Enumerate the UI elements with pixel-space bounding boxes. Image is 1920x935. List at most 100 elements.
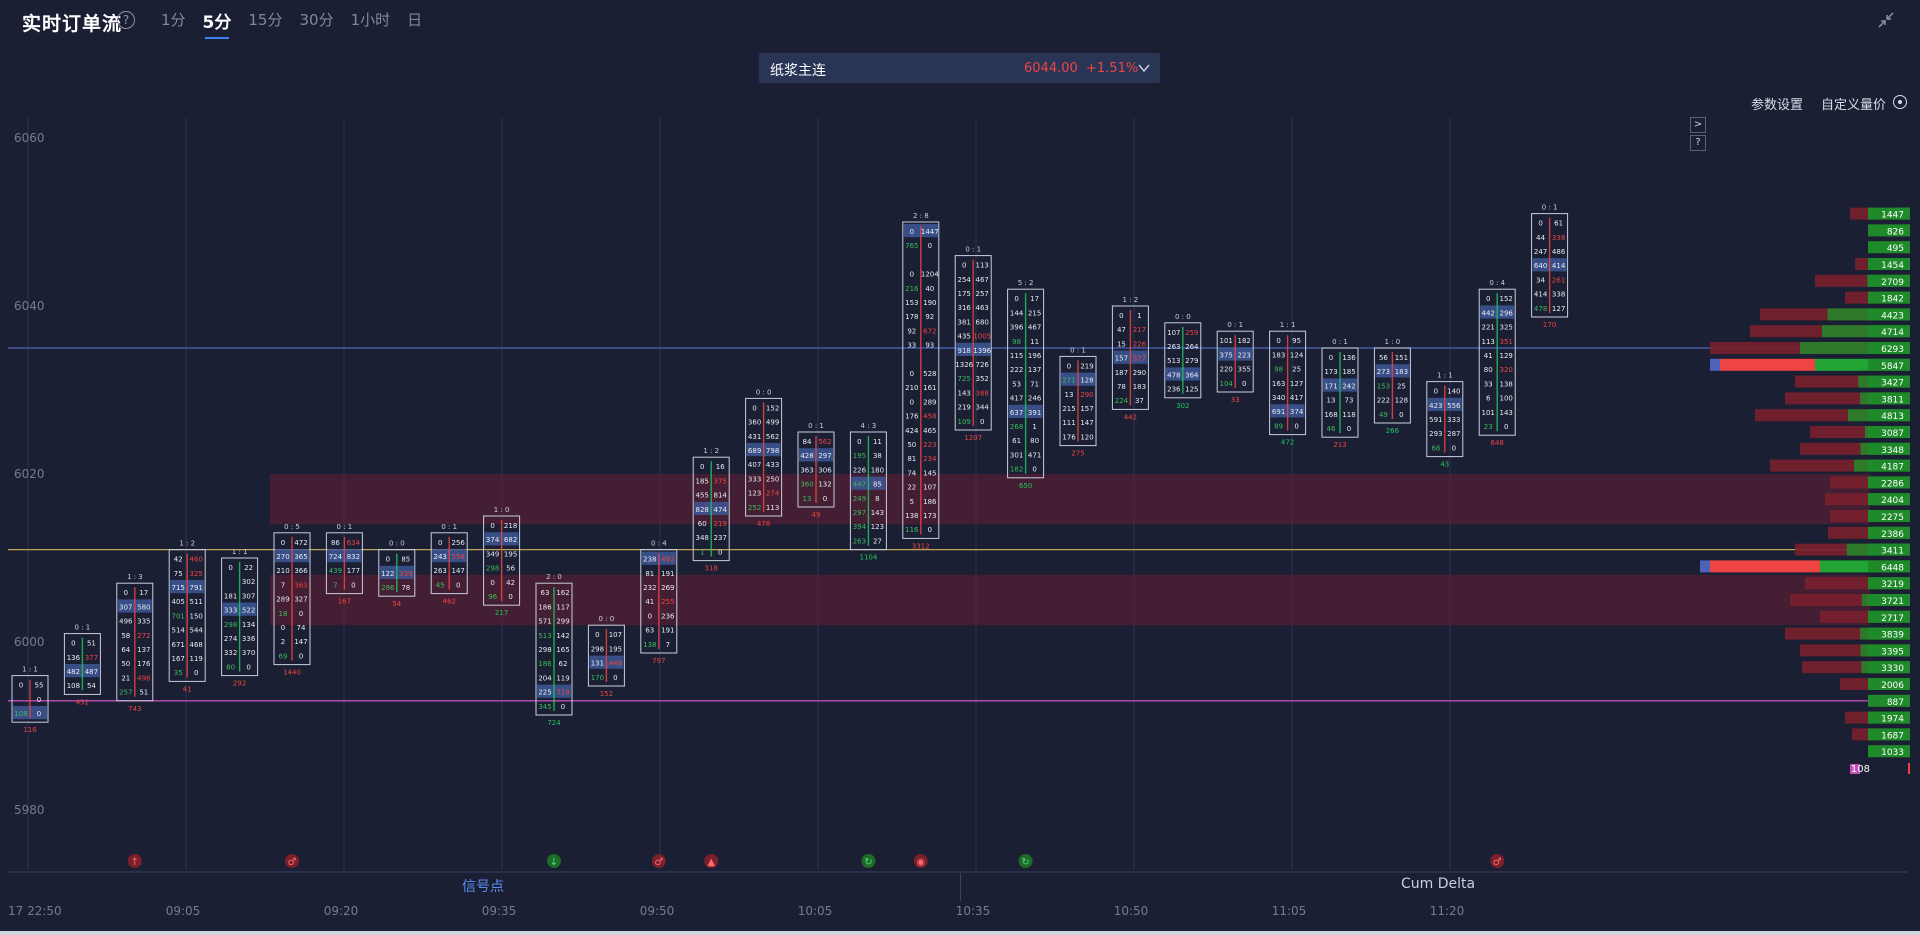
volume-bar	[1908, 763, 1910, 774]
candle-box	[1111, 305, 1149, 410]
bid-volume: 115	[1010, 352, 1023, 360]
ask-volume: 107	[609, 631, 622, 639]
tab-5m[interactable]: 5分	[203, 8, 231, 39]
collapse-arrows-icon[interactable]	[1878, 12, 1894, 28]
ask-volume: 0	[508, 593, 512, 601]
price-tick-label: 6020	[14, 467, 45, 481]
bid-volume: 104	[1220, 380, 1234, 388]
candle-delta: 217	[495, 609, 508, 617]
bid-volume: 828	[696, 506, 709, 514]
footprint-candle: 1 : 0 56 151 273 183 153 25 222 128 49 0 266	[1373, 338, 1411, 435]
footprint-candle: 0 : 1 0 113 254 467 175 257 316 463 381 680 435 1005…	[954, 246, 992, 442]
ask-volume: 302	[242, 578, 255, 586]
volume-profile-row: 5847	[1710, 358, 1910, 372]
chart-help-button[interactable]: ?	[1690, 135, 1706, 151]
bid-volume: 61	[1012, 437, 1021, 445]
tab-1h[interactable]: 1小时	[350, 11, 391, 29]
price-tick-label: 6040	[14, 299, 45, 313]
ask-volume: 73	[1345, 397, 1354, 405]
signal-glyph: ↓	[550, 857, 558, 868]
ask-volume: 498	[137, 674, 150, 682]
candle-box	[1426, 381, 1464, 458]
candle-delta: 213	[1333, 441, 1346, 449]
ask-volume: 25	[1397, 382, 1406, 390]
ask-volume: 25	[1292, 366, 1301, 374]
bid-volume: 671	[172, 641, 185, 649]
price-tick-label: 6060	[14, 131, 45, 145]
ask-volume: 257	[976, 290, 989, 298]
chevron-down-icon[interactable]	[1137, 61, 1151, 75]
ask-volume: 219	[1080, 362, 1093, 370]
volume-value-bg	[1868, 476, 1910, 489]
ask-volume: 55	[35, 682, 44, 690]
cum-delta-panel-label[interactable]: Cum Delta	[1401, 876, 1476, 892]
signal-glyph: ↑	[131, 857, 139, 868]
expand-panel-button[interactable]: >	[1690, 117, 1706, 133]
bid-volume: 221	[1482, 324, 1495, 332]
ask-volume: 107	[923, 484, 936, 492]
ask-volume: 290	[1133, 369, 1146, 377]
symbol-selector[interactable]: 纸浆主连 6044.00 +1.51%	[759, 53, 1160, 83]
signal-glyph: ♂	[654, 857, 663, 868]
settings-link[interactable]: 参数设置	[1751, 98, 1804, 113]
volume-profile-row: 3348	[1800, 442, 1910, 456]
candle-box	[1373, 347, 1411, 424]
bid-volume: 0	[1276, 337, 1280, 345]
bid-volume: 50	[907, 441, 916, 449]
bid-volume: 640	[1534, 262, 1547, 270]
symbol-name: 纸浆主连	[770, 63, 826, 79]
tab-1m[interactable]: 1分	[161, 11, 186, 29]
bid-volume: 13	[803, 495, 812, 503]
candle-delta: 648	[1491, 439, 1504, 447]
bid-volume: 0	[648, 612, 652, 620]
bid-volume: 333	[224, 607, 237, 615]
bid-volume: 340	[1272, 394, 1285, 402]
tab-day[interactable]: 日	[407, 11, 423, 29]
ask-volume: 150	[190, 612, 203, 620]
signal-glyph: ↻	[864, 857, 872, 868]
bid-volume: 274	[224, 635, 238, 643]
tab-30m[interactable]: 30分	[299, 11, 334, 29]
bid-volume: 34	[1536, 276, 1545, 284]
bid-volume: 298	[224, 621, 237, 629]
footprint-candle: 0 : 4 0 152 442 296 221 325 113 351 41 129 80 320 33 1…	[1478, 279, 1516, 447]
bid-volume: 33	[1484, 380, 1493, 388]
volume-value: 3411	[1881, 547, 1904, 557]
ask-volume: 0	[1452, 444, 1456, 452]
signal-panel-label[interactable]: 信号点	[462, 879, 504, 895]
candle-box	[483, 515, 521, 606]
help-circle-icon[interactable]: ?	[117, 11, 135, 29]
candle-delta: 302	[1176, 402, 1189, 410]
volume-profile-row: 1033	[1868, 745, 1910, 758]
volume-value-bg	[1868, 358, 1910, 371]
volume-profile-row: 2006	[1840, 678, 1910, 691]
ask-volume: 672	[923, 327, 936, 335]
volume-value: 2404	[1881, 496, 1904, 506]
signal-marker: ↻	[861, 854, 876, 868]
ask-volume: 61	[1554, 220, 1563, 228]
ask-volume: 195	[504, 550, 517, 558]
bid-volume: 374	[486, 536, 500, 544]
volume-profile-row: 3811	[1785, 392, 1910, 405]
ask-volume: 370	[242, 649, 255, 657]
bid-volume: 1	[700, 548, 704, 556]
bid-volume: 75	[174, 570, 183, 578]
ask-volume: 463	[976, 304, 989, 312]
volume-value-bg	[1868, 644, 1910, 657]
info-circle-icon[interactable]	[1893, 95, 1907, 109]
bid-volume: 252	[748, 504, 761, 512]
signal-dot	[651, 854, 666, 868]
volume-value: 6293	[1881, 345, 1904, 355]
volume-bar-sell	[1790, 594, 1862, 606]
custom-price-volume-link[interactable]: 自定义量价	[1821, 98, 1887, 113]
bid-volume: 42	[174, 556, 183, 564]
tab-15m[interactable]: 15分	[248, 11, 283, 29]
volume-profile-row: 4714	[1750, 325, 1910, 338]
bid-volume: 186	[538, 660, 552, 668]
bid-volume: 50	[121, 660, 130, 668]
bottom-strip	[0, 931, 1920, 935]
time-tick-label: 11:20	[1430, 904, 1465, 918]
bid-volume: 482	[67, 668, 80, 676]
